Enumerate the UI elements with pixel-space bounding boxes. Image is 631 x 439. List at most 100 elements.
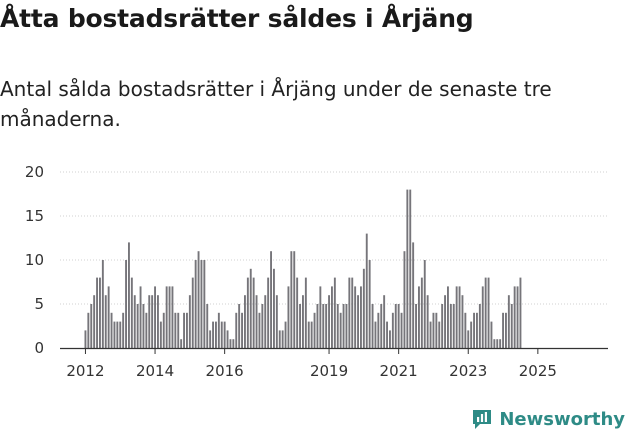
bar [93,295,96,348]
bar [447,286,449,348]
y-tick-label: 0 [34,339,44,357]
bar [87,312,90,348]
bar [157,295,159,348]
bar [412,242,415,348]
bar [360,286,362,348]
bar [415,304,417,348]
bar [194,260,197,348]
bar [99,277,101,348]
bar [444,295,446,348]
bar [345,304,348,348]
bar [130,277,133,348]
bar [449,304,452,348]
bar [510,304,513,348]
bar [223,321,226,348]
bar [319,286,322,348]
x-tick-label: 2016 [206,362,244,380]
bar [133,295,136,348]
bar [391,312,394,348]
bar [516,286,519,348]
x-axis: 2012 2014 2016 2019 2021 2023 2025 [60,347,608,380]
bar [490,321,493,348]
bar [299,304,301,348]
bar [354,286,357,348]
bars [84,189,522,348]
bar [455,286,458,348]
bar [165,286,168,348]
bar [383,295,386,348]
bar [368,260,371,348]
bar [339,312,342,348]
bar [197,251,200,348]
bar [322,304,325,348]
y-tick-label: 10 [25,251,44,269]
bar [107,286,110,348]
bar [159,321,162,348]
bar [348,277,351,348]
brand-logo-block: Newsworthy [471,408,625,430]
bar [420,277,423,348]
bar [174,312,177,348]
bar [438,321,441,348]
bar [333,277,336,348]
bar [232,339,235,348]
bar [499,339,502,348]
bar [151,295,154,348]
bar [473,312,475,348]
bar [125,260,127,348]
bar [186,312,188,348]
bar [386,321,388,348]
bar [418,286,420,348]
bar [252,277,255,348]
bar [183,312,185,348]
brand-name: Newsworthy [499,408,625,430]
bar [162,312,165,348]
bar [264,295,267,348]
newsworthy-logo-icon [473,410,492,429]
bar [110,312,113,348]
bar [191,277,194,348]
bar [212,321,214,348]
bar [505,312,507,348]
x-tick-label: 2025 [519,362,557,380]
bar [284,321,287,348]
bar [241,312,243,348]
bar [226,330,229,348]
bar [220,321,223,348]
bar [249,268,252,348]
highlight-value-label: 8 [550,0,560,4]
bar-chart: 0 5 10 15 20 2012 2014 2016 2019 2021 2023 2025 8 [25,0,608,380]
bar [371,304,374,348]
bar [351,277,354,348]
bar [217,312,220,348]
bar [389,330,391,348]
bar [168,286,171,348]
bar [397,304,400,348]
bar [229,339,232,348]
bar [429,321,432,348]
bar [238,304,241,348]
x-tick-label: 2014 [136,362,174,380]
bar [310,321,313,348]
y-tick-label: 5 [34,295,44,313]
bar [502,312,504,348]
bar [84,330,87,348]
y-tick-label: 15 [25,207,44,225]
bar [519,277,522,348]
bar [458,286,461,348]
y-axis-ticks: 0 5 10 15 20 [25,163,44,357]
annotations: 8 [550,0,560,4]
bar [481,286,484,348]
bar [215,321,217,348]
bar [101,260,104,348]
bar [452,304,455,348]
bar [177,312,180,348]
bar [403,251,406,348]
bar [116,321,119,348]
bar [426,295,429,348]
bar [206,304,209,348]
bar [423,260,426,348]
bar [487,277,490,348]
bar [200,260,203,348]
bar [336,304,339,348]
